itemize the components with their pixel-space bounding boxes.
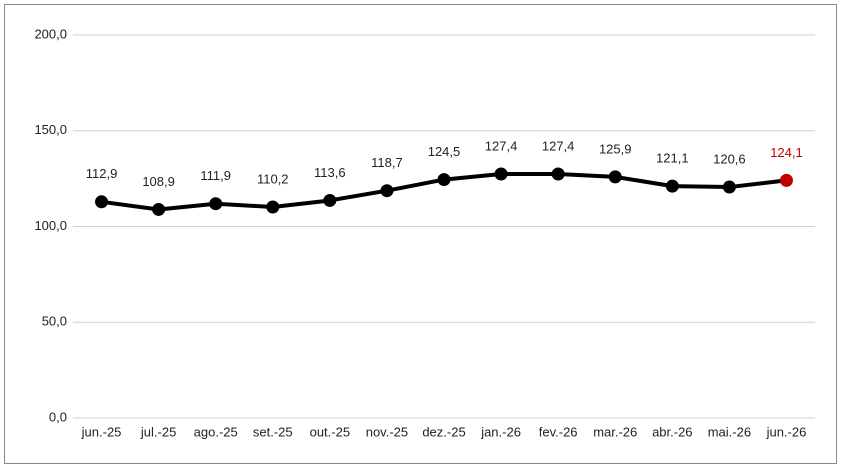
x-tick-label: jun.-25: [81, 424, 122, 439]
y-tick-label: 0,0: [49, 409, 67, 424]
x-tick-label: abr.-26: [652, 424, 692, 439]
x-tick-label: nov.-25: [366, 424, 408, 439]
data-label: 121,1: [656, 151, 689, 166]
x-tick-label: jan.-26: [480, 424, 521, 439]
x-tick-label: set.-25: [253, 424, 293, 439]
y-tick-label: 200,0: [34, 26, 67, 41]
x-tick-label: ago.-25: [194, 424, 238, 439]
data-label: 127,4: [542, 138, 575, 153]
marker: [779, 173, 793, 187]
data-label: 118,7: [371, 155, 403, 170]
data-label: 110,2: [257, 171, 289, 186]
marker: [152, 202, 166, 216]
marker: [380, 184, 394, 198]
data-label: 113,6: [314, 165, 346, 180]
x-tick-label: jul.-25: [140, 424, 176, 439]
grid: 0,0 50,0 100,0 150,0 200,0 jun.-25 jul.-25 ago.…: [34, 26, 815, 439]
data-label: 125,9: [599, 141, 632, 156]
marker: [665, 179, 679, 193]
data-label: 124,1: [770, 145, 803, 160]
plot: 112,9 108,9 111,9 110,2 113,6 118,7 124,5 127,4…: [86, 138, 803, 216]
y-tick-label: 150,0: [34, 122, 67, 137]
x-tick-label: mai.-26: [708, 424, 751, 439]
marker: [323, 193, 337, 207]
data-label: 120,6: [713, 151, 746, 166]
data-label: 111,9: [200, 168, 231, 183]
marker: [608, 170, 622, 184]
x-tick-label: dez.-25: [422, 424, 465, 439]
data-label: 124,5: [428, 144, 461, 159]
chart-frame: [4, 4, 837, 464]
marker: [209, 197, 223, 211]
x-tick-label: fev.-26: [539, 424, 578, 439]
y-tick-label: 50,0: [42, 314, 67, 329]
x-tick-label: out.-25: [310, 424, 350, 439]
marker: [722, 180, 736, 194]
data-label: 127,4: [485, 138, 518, 153]
x-tick-label: jun.-26: [766, 424, 807, 439]
marker: [551, 167, 565, 181]
marker: [266, 200, 280, 214]
marker: [437, 173, 451, 187]
data-label: 112,9: [86, 166, 118, 181]
x-tick-label: mar.-26: [593, 424, 637, 439]
data-label: 108,9: [142, 174, 175, 189]
marker: [494, 167, 508, 181]
marker: [95, 195, 109, 209]
y-tick-label: 100,0: [34, 218, 67, 233]
